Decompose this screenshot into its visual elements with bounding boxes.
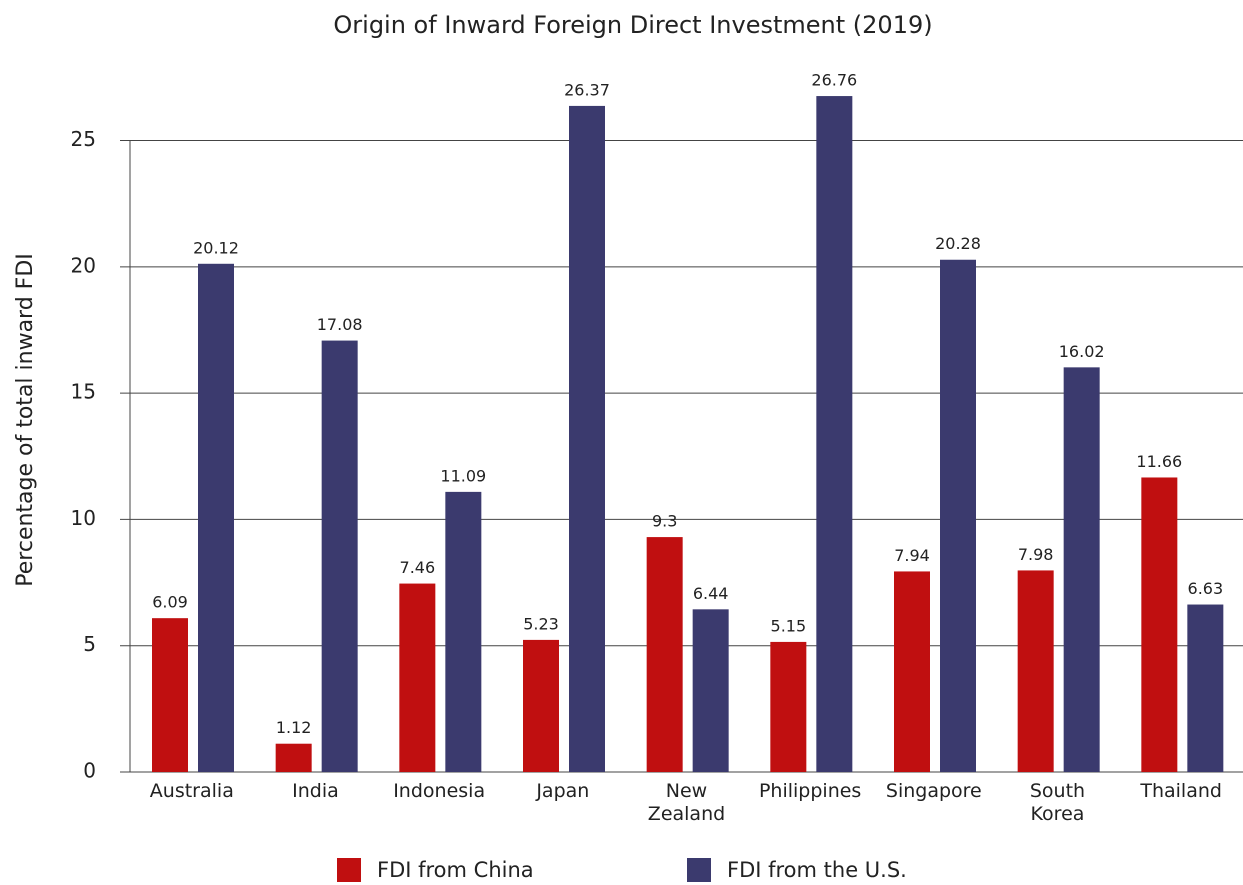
- data-label: 1.12: [276, 718, 312, 737]
- x-tick-label-box: Thailand: [1109, 780, 1243, 803]
- x-tick-label-box: Philippines: [738, 780, 882, 803]
- x-tick-label-box: Indonesia: [367, 780, 511, 803]
- chart-title: Origin of Inward Foreign Direct Investme…: [333, 11, 932, 39]
- y-tick-label: 15: [71, 380, 96, 404]
- bar: [569, 105, 605, 772]
- bar: [198, 263, 234, 772]
- data-label: 11.66: [1136, 452, 1182, 471]
- data-label: 6.09: [152, 593, 188, 612]
- data-label: 20.28: [935, 234, 981, 253]
- bar: [894, 571, 930, 772]
- x-tick-label: Thailand: [1140, 780, 1222, 802]
- y-tick-label: 0: [83, 759, 96, 783]
- legend-label: FDI from the U.S.: [727, 858, 907, 882]
- bar: [1063, 367, 1100, 772]
- data-label: 20.12: [193, 238, 239, 257]
- x-tick-label-box: Australia: [120, 780, 264, 803]
- x-tick-label: Japan: [536, 780, 590, 802]
- y-tick-label: 25: [71, 127, 96, 151]
- legend-swatch: [687, 858, 711, 882]
- x-tick-label-box: New Zealand: [615, 780, 759, 826]
- data-label: 7.46: [400, 558, 436, 577]
- data-label: 7.98: [1018, 545, 1054, 564]
- y-axis-label: Percentage of total inward FDI: [13, 253, 38, 586]
- bar: [940, 259, 976, 773]
- data-label: 6.63: [1188, 579, 1224, 598]
- bar: [1187, 604, 1224, 772]
- x-tick-label-box: India: [244, 780, 388, 803]
- legend-swatch: [337, 858, 361, 882]
- bar: [321, 340, 358, 772]
- data-label: 5.23: [523, 614, 559, 633]
- x-tick-label: Philippines: [758, 780, 862, 802]
- bar: [646, 537, 683, 772]
- bar: [816, 96, 853, 772]
- y-tick-label: 5: [83, 632, 96, 656]
- bar: [692, 609, 729, 772]
- x-tick-label: India: [292, 780, 339, 802]
- data-label: 26.37: [564, 80, 610, 99]
- x-tick-label-box: Japan: [491, 780, 635, 803]
- y-tick-label: 10: [71, 506, 96, 530]
- x-tick-label: New Zealand: [647, 780, 726, 825]
- bar: [1141, 477, 1178, 772]
- x-tick-label-box: South Korea: [986, 780, 1130, 826]
- bar: [275, 743, 312, 772]
- bar: [152, 618, 188, 772]
- data-label: 17.08: [317, 315, 363, 334]
- x-tick-label: South Korea: [1029, 780, 1086, 825]
- x-tick-label: Singapore: [885, 780, 982, 802]
- x-tick-label: Australia: [149, 780, 234, 802]
- data-label: 6.44: [693, 584, 729, 603]
- data-label: 16.02: [1059, 342, 1105, 361]
- bar: [399, 583, 436, 772]
- bar: [523, 639, 559, 772]
- y-tick-label: 20: [71, 253, 96, 277]
- data-label: 7.94: [894, 546, 930, 565]
- x-tick-label-box: Singapore: [862, 780, 1006, 803]
- bar: [1017, 570, 1054, 772]
- data-label: 5.15: [771, 616, 807, 635]
- bar: [770, 641, 807, 772]
- legend-label: FDI from China: [377, 858, 534, 882]
- data-label: 11.09: [440, 466, 486, 485]
- data-label: 9.3: [652, 512, 677, 531]
- x-tick-label: Indonesia: [393, 780, 486, 802]
- data-label: 26.76: [811, 71, 857, 90]
- bar: [445, 491, 482, 772]
